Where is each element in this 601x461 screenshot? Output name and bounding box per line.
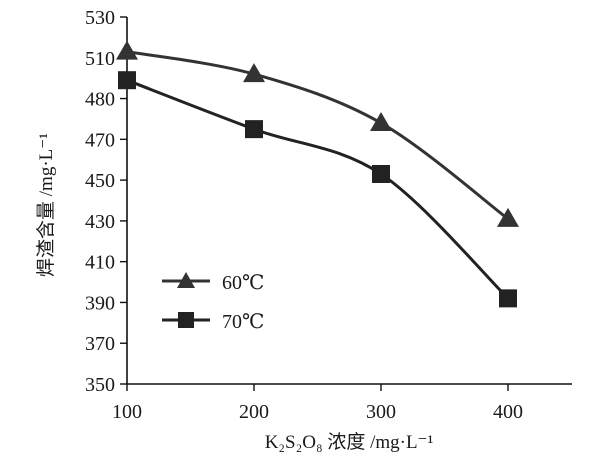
y-tick-label: 350 bbox=[85, 374, 115, 396]
legend-square-marker bbox=[178, 312, 194, 328]
legend-label-60: 60℃ bbox=[222, 272, 264, 294]
axes: 530 510 480 470 450 430 410 390 370 350 100 200 300 4… bbox=[85, 7, 572, 423]
series-60-triangle-point bbox=[370, 112, 392, 132]
x-tick-label: 100 bbox=[112, 401, 142, 423]
x-tick-label: 400 bbox=[493, 401, 523, 423]
x-axis-title: K₂S₂O₈ 浓度 /mg·L⁻¹ bbox=[265, 431, 434, 453]
y-tick-label: 530 bbox=[85, 7, 115, 29]
legend-triangle-marker bbox=[177, 272, 195, 288]
y-tick-label: 390 bbox=[85, 292, 115, 314]
y-tick-label: 410 bbox=[85, 252, 115, 274]
y-tick-label: 510 bbox=[85, 48, 115, 70]
legend: 60℃ 70℃ bbox=[162, 272, 264, 333]
y-tick-label: 430 bbox=[85, 211, 115, 233]
y-axis-title: 焊渣含量 /mg·L⁻¹ bbox=[35, 133, 57, 277]
series-60-line bbox=[126, 50, 509, 221]
x-tick-label: 200 bbox=[239, 401, 269, 423]
y-tick-label: 370 bbox=[85, 333, 115, 355]
y-tick-label: 450 bbox=[85, 170, 115, 192]
legend-label-70: 70℃ bbox=[222, 311, 264, 333]
series-60-triangle-point bbox=[116, 40, 138, 60]
y-tick-label: 480 bbox=[85, 89, 115, 111]
series-70-square-point bbox=[372, 164, 390, 183]
series-60-triangle-point bbox=[497, 207, 519, 227]
series-70-line bbox=[126, 78, 510, 300]
y-tick-label: 470 bbox=[85, 129, 115, 151]
series-60-triangle-point bbox=[243, 63, 265, 83]
series-70-square-point bbox=[118, 71, 136, 90]
series-group bbox=[116, 40, 519, 308]
series-70-square-point bbox=[245, 120, 263, 139]
series-70-square-point bbox=[499, 289, 517, 308]
x-tick-label: 300 bbox=[366, 401, 396, 423]
